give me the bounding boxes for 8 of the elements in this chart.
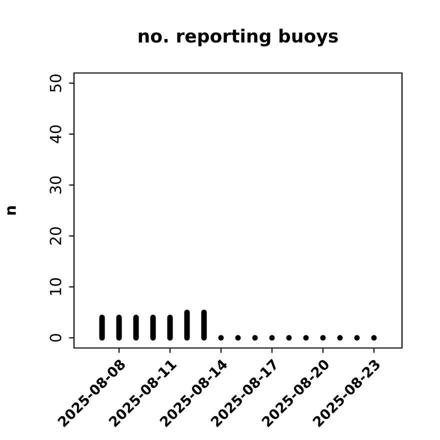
y-tick-label: 40 bbox=[50, 125, 62, 144]
y-tick-label: 10 bbox=[50, 278, 62, 295]
y-axis-title: n bbox=[7, 206, 16, 215]
y-tick-label: 0 bbox=[50, 334, 62, 342]
y-tick-label: 20 bbox=[50, 227, 62, 245]
chart-title: no. reporting buoys bbox=[138, 28, 338, 46]
y-tick-label: 50 bbox=[50, 74, 62, 92]
y-tick-label: 30 bbox=[50, 176, 62, 194]
